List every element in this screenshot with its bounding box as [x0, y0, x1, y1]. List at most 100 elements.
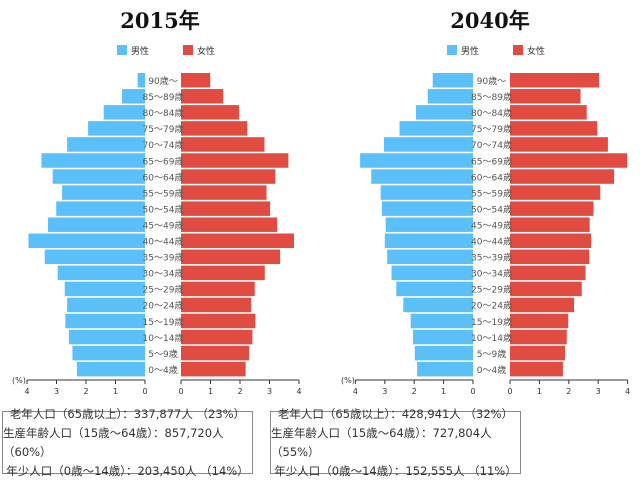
x-tick-label: 0 — [470, 387, 475, 396]
bar-male — [57, 265, 145, 281]
bar-male — [385, 217, 473, 232]
bar-female — [181, 89, 224, 104]
bar-male — [137, 73, 145, 88]
age-group-label: 40～44歳 — [471, 236, 512, 248]
bar-female — [510, 89, 581, 104]
bar-male — [384, 233, 473, 248]
bar-female — [181, 313, 256, 329]
bar-male — [387, 249, 473, 265]
summary-elderly: 老年人口（65歳以上）：428,941人 （32%） — [277, 406, 514, 421]
bar-male — [44, 249, 146, 265]
age-group-label: 55～59歳 — [471, 187, 512, 199]
bar-female — [510, 265, 586, 281]
x-tick-label: 2 — [566, 387, 571, 396]
age-group-label: 35～39歳 — [471, 252, 512, 264]
bar-male — [403, 297, 473, 313]
age-group-label: 45～49歳 — [471, 219, 512, 231]
bar-male — [383, 137, 473, 152]
legend-swatch-female — [513, 45, 523, 55]
bar-female — [510, 121, 598, 136]
x-tick-label: 3 — [54, 387, 59, 396]
legend-swatch-male — [117, 45, 127, 55]
bar-female — [181, 137, 265, 152]
bar-female — [510, 313, 569, 329]
bar-female — [181, 185, 267, 200]
age-group-label: 50～54歳 — [471, 203, 512, 215]
bar-female — [510, 329, 567, 345]
bar-male — [413, 329, 473, 345]
bar-male — [391, 265, 473, 281]
bar-female — [510, 361, 563, 377]
age-group-label: 40～44歳 — [143, 236, 184, 248]
x-tick-label: 2 — [412, 387, 417, 396]
legend-swatch-female — [183, 45, 193, 55]
bar-male — [62, 185, 146, 200]
bar-female — [510, 201, 594, 216]
bar-male — [47, 217, 145, 232]
age-group-label: 80～84歳 — [471, 107, 512, 119]
legend-swatch-male — [447, 45, 457, 55]
summary-working-age: 生産年齢人口（15歳～64歳）：857,720人 （60%） — [3, 425, 224, 459]
bar-female — [181, 249, 281, 265]
bar-female — [181, 329, 253, 345]
bar-male — [76, 361, 145, 377]
age-group-label: 15～19歳 — [143, 316, 184, 328]
axis-unit-label: (%) — [12, 376, 26, 385]
summary-box-2015: 老年人口（65歳以上）：337,877人 （23%） 生産年齢人口（15歳～64… — [2, 407, 253, 478]
bar-female — [510, 185, 601, 200]
bar-male — [88, 121, 145, 136]
bar-male — [67, 297, 145, 313]
bar-male — [399, 121, 473, 136]
bar-male — [68, 329, 145, 345]
x-tick-label: 2 — [237, 387, 242, 396]
bar-male — [415, 105, 473, 120]
age-group-label: 50～54歳 — [143, 203, 184, 215]
x-tick-label: 1 — [208, 387, 213, 396]
age-group-label: 60～64歳 — [471, 171, 512, 183]
x-tick-label: 3 — [596, 387, 601, 396]
age-group-label: 90歳～ — [148, 75, 177, 87]
bar-female — [510, 217, 590, 232]
bar-male — [28, 233, 146, 248]
bar-female — [510, 345, 565, 361]
legend-label-female: 女性 — [527, 45, 545, 57]
age-group-label: 90歳～ — [477, 75, 506, 87]
x-tick-label: 1 — [537, 387, 542, 396]
legend-label-female: 女性 — [197, 45, 215, 57]
bar-male — [396, 281, 473, 297]
axis-unit-label: (%) — [341, 376, 355, 385]
age-group-label: 0～4歳 — [148, 364, 177, 376]
bar-male — [414, 345, 473, 361]
bar-female — [181, 201, 271, 216]
bar-male — [381, 201, 473, 216]
age-group-label: 60～64歳 — [143, 171, 184, 183]
age-group-label: 15～19歳 — [471, 316, 512, 328]
legend-label-male: 男性 — [131, 45, 149, 57]
legend-label-male: 男性 — [461, 45, 479, 57]
chart-title: 2015年 — [120, 8, 199, 33]
age-group-label: 30～34歳 — [143, 268, 184, 280]
bar-male — [410, 313, 473, 329]
summary-youth: 年少人口（0歳～14歳）：152,555人 （11%） — [274, 463, 517, 478]
age-group-label: 45～49歳 — [143, 219, 184, 231]
bar-female — [510, 105, 587, 120]
x-tick-label: 0 — [507, 387, 512, 396]
summary-youth: 年少人口（0歳～14歳）：203,450人 （14%） — [6, 463, 249, 478]
age-group-label: 10～14歳 — [471, 332, 512, 344]
age-group-label: 80～84歳 — [143, 107, 184, 119]
summary-working-age: 生産年齢人口（15歳～64歳）：727,804人 （55%） — [271, 425, 492, 459]
x-tick-label: 0 — [178, 387, 183, 396]
age-group-label: 35～39歳 — [143, 252, 184, 264]
x-tick-label: 0 — [142, 387, 147, 396]
bar-male — [56, 201, 145, 216]
bar-female — [181, 233, 294, 248]
age-group-label: 65～69歳 — [143, 155, 184, 167]
age-group-label: 75～79歳 — [143, 123, 184, 135]
x-tick-label: 4 — [296, 387, 301, 396]
age-group-label: 65～69歳 — [471, 155, 512, 167]
bar-male — [427, 89, 473, 104]
bar-male — [380, 185, 473, 200]
bar-male — [103, 105, 145, 120]
bar-male — [52, 169, 145, 184]
bar-male — [65, 313, 145, 329]
